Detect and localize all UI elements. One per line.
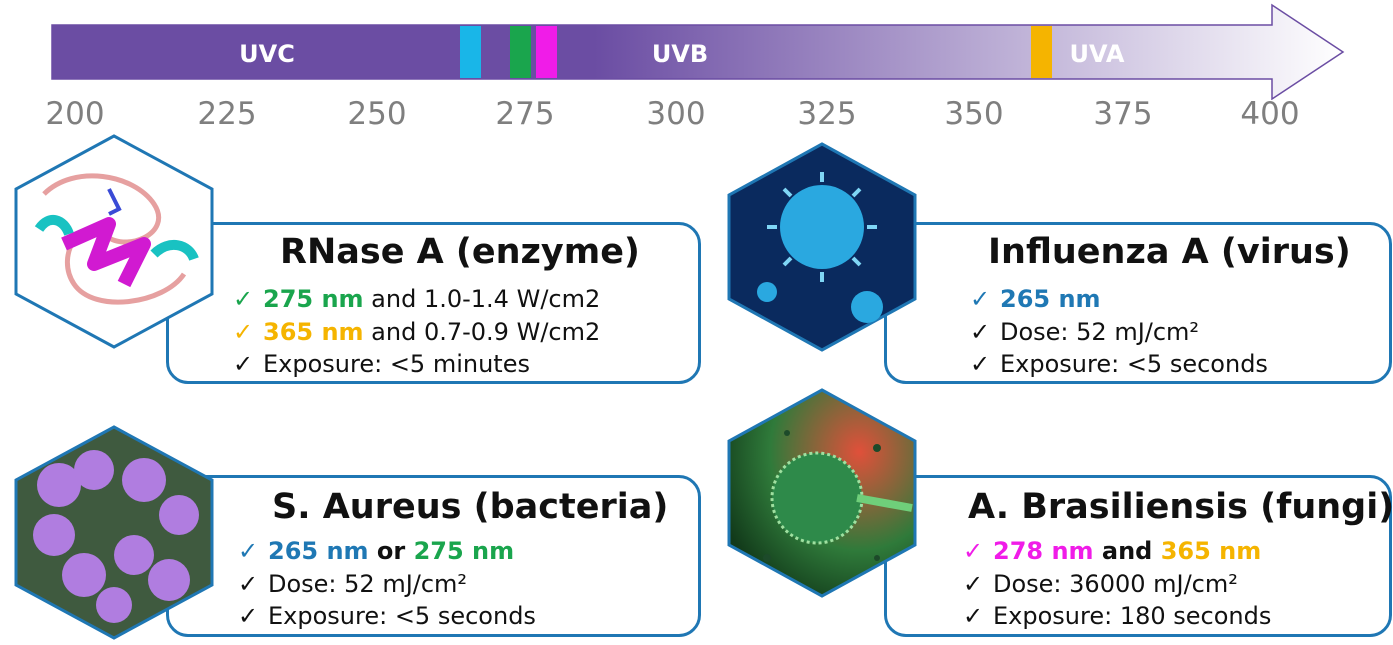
tick-label: 200 (45, 96, 105, 132)
band-label-uvc: UVC (239, 40, 295, 68)
tick-label: 300 (646, 96, 706, 132)
card-title-a-brasiliensis: A. Brasiliensis (fungi) (968, 487, 1393, 527)
card-line: ✓ Exposure: 180 seconds (963, 602, 1271, 630)
wavelength-highlight: 365 nm (1160, 537, 1262, 565)
tick-label: 250 (347, 96, 407, 132)
card-line: ✓ Dose: 52 mJ/cm² (238, 570, 467, 598)
tick-label: 325 (797, 96, 857, 132)
card-line: ✓ Dose: 52 mJ/cm² (970, 318, 1199, 346)
check-icon: ✓ (970, 350, 991, 378)
check-icon: ✓ (238, 537, 259, 565)
line-text: Exposure: <5 minutes (263, 350, 530, 378)
wavelength-highlight: 365 nm (263, 318, 364, 346)
tick-label: 275 (495, 96, 555, 132)
check-icon: ✓ (233, 318, 254, 346)
line-text: Exposure: <5 seconds (268, 602, 536, 630)
line-text: Dose: 52 mJ/cm² (1000, 318, 1200, 346)
card-line: ✓ Exposure: <5 seconds (970, 350, 1268, 378)
check-icon: ✓ (238, 570, 259, 598)
wavelength-highlight: 278 nm (993, 537, 1094, 565)
wavelength-highlight: 265 nm (268, 537, 369, 565)
line-text: and 0.7-0.9 W/cm2 (363, 318, 601, 346)
wavelength-highlight: 265 nm (1000, 285, 1101, 313)
bacteria-icon (14, 425, 214, 640)
card-line: ✓ 278 nm and 365 nm (963, 537, 1261, 565)
wavelength-highlight: 275 nm (263, 285, 364, 313)
card-title-s-aureus: S. Aureus (bacteria) (272, 487, 669, 527)
fungi-icon (727, 388, 917, 598)
card-title-influenza-a: Influenza A (virus) (988, 232, 1351, 272)
line-text: Exposure: 180 seconds (993, 602, 1272, 630)
uv-spectrum-arrow: UVC UVB UVA (51, 3, 1345, 100)
virus-icon (727, 142, 917, 352)
card-rnase-a (166, 222, 701, 384)
marker-278nm (536, 26, 557, 78)
check-icon: ✓ (233, 350, 254, 378)
card-line: ✓ Dose: 36000 mJ/cm² (963, 570, 1238, 598)
card-title-rnase-a: RNase A (enzyme) (280, 232, 640, 272)
check-icon: ✓ (233, 285, 254, 313)
tick-label: 375 (1093, 96, 1153, 132)
check-icon: ✓ (970, 318, 991, 346)
tick-label: 225 (197, 96, 257, 132)
check-icon: ✓ (238, 602, 259, 630)
protein-structure-icon (14, 134, 214, 349)
tick-label: 400 (1240, 96, 1300, 132)
check-icon: ✓ (963, 602, 984, 630)
check-icon: ✓ (963, 537, 984, 565)
card-line: ✓ 275 nm and 1.0-1.4 W/cm2 (233, 285, 600, 313)
marker-362nm (1031, 26, 1052, 78)
card-a-brasiliensis (884, 475, 1392, 637)
wavelength-highlight: 275 nm (413, 537, 515, 565)
card-line: ✓ 265 nm (970, 285, 1101, 313)
card-line: ✓ 365 nm and 0.7-0.9 W/cm2 (233, 318, 600, 346)
line-text: and 1.0-1.4 W/cm2 (363, 285, 601, 313)
card-line: ✓ Exposure: <5 seconds (238, 602, 536, 630)
check-icon: ✓ (963, 570, 984, 598)
card-line: ✓ 265 nm or 275 nm (238, 537, 514, 565)
line-text: Dose: 52 mJ/cm² (268, 570, 468, 598)
marker-265nm (460, 26, 481, 78)
line-text: Exposure: <5 seconds (1000, 350, 1268, 378)
spectrum-arrow-body (51, 3, 1345, 100)
line-text: or (368, 537, 414, 565)
band-label-uva: UVA (1069, 40, 1124, 68)
marker-275nm (510, 26, 531, 78)
check-icon: ✓ (970, 285, 991, 313)
card-line: ✓ Exposure: <5 minutes (233, 350, 530, 378)
line-text: and (1093, 537, 1161, 565)
line-text: Dose: 36000 mJ/cm² (993, 570, 1238, 598)
tick-label: 350 (944, 96, 1004, 132)
band-label-uvb: UVB (652, 40, 708, 68)
